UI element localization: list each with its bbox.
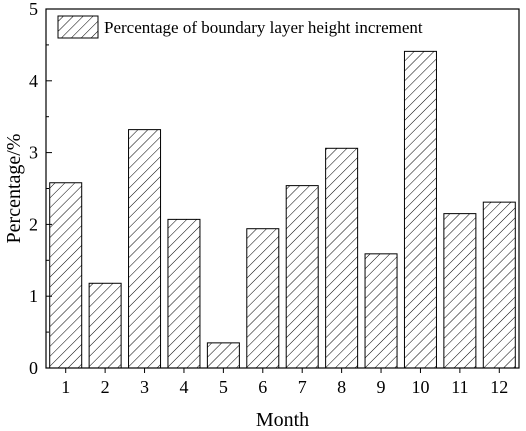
bars-group (49, 50, 516, 369)
bar-month-6 (246, 228, 280, 369)
y-tick-label: 5 (29, 0, 38, 19)
bar-month-2 (88, 282, 122, 369)
x-tick-label: 5 (219, 377, 228, 397)
y-tick-label: 2 (29, 214, 38, 234)
plot-frame (45, 8, 520, 369)
x-tick-label: 8 (337, 377, 346, 397)
bar-month-8 (325, 147, 359, 369)
x-tick-label: 7 (298, 377, 307, 397)
y-axis-label: Percentage/% (3, 134, 25, 244)
bar-month-11 (443, 213, 477, 369)
x-tick-label: 6 (258, 377, 267, 397)
bar-month-12 (482, 201, 516, 369)
x-axis-ticks: 1 2 3 4 5 6 7 8 9 10 11 12 (61, 368, 508, 397)
x-tick-label: 11 (451, 377, 468, 397)
bar-month-1 (49, 182, 83, 369)
y-axis-ticks: 0 1 2 3 4 5 (29, 0, 52, 378)
bar-month-10 (403, 50, 437, 369)
legend-label: Percentage of boundary layer height incr… (104, 18, 423, 37)
x-tick-label: 1 (61, 377, 70, 397)
bar-month-7 (285, 185, 319, 369)
x-tick-label: 12 (490, 377, 508, 397)
y-tick-label: 3 (29, 143, 38, 163)
x-tick-label: 2 (101, 377, 110, 397)
y-tick-label: 4 (29, 71, 38, 91)
legend-swatch (57, 15, 99, 39)
bar-month-3 (128, 129, 162, 369)
y-tick-label: 0 (29, 358, 38, 378)
x-tick-label: 3 (140, 377, 149, 397)
x-axis-label: Month (256, 409, 309, 431)
bar-month-4 (167, 218, 201, 369)
x-tick-label: 10 (411, 377, 429, 397)
x-tick-label: 4 (179, 377, 188, 397)
y-tick-label: 1 (29, 286, 38, 306)
x-tick-label: 9 (377, 377, 386, 397)
legend: Percentage of boundary layer height incr… (57, 15, 423, 39)
bar-month-5 (206, 342, 240, 369)
bar-month-9 (364, 253, 398, 369)
